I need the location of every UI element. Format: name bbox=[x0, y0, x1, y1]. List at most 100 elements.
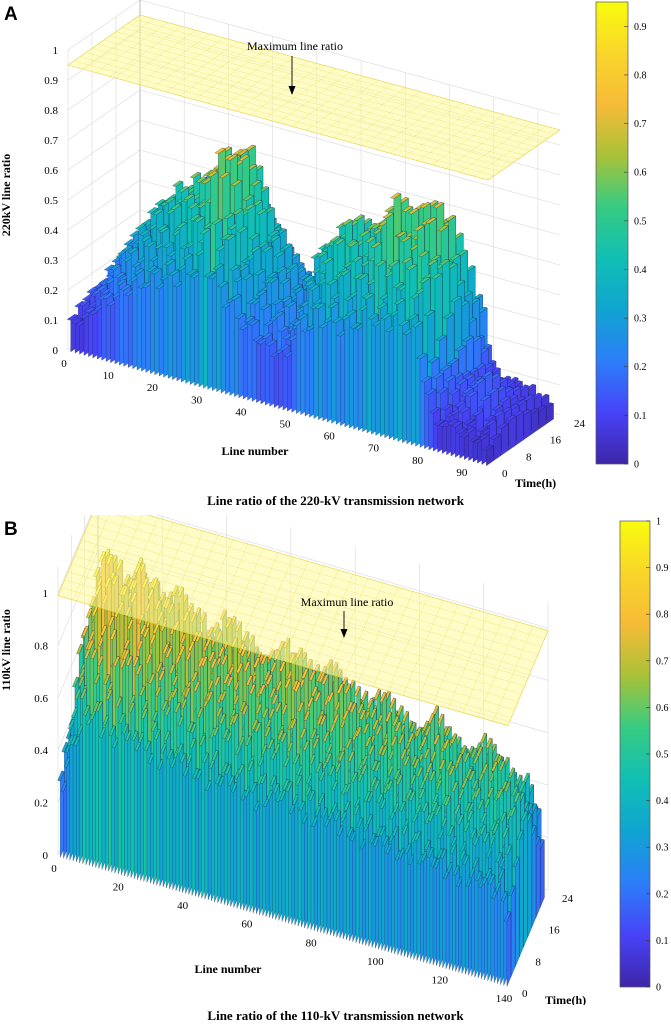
plane-grid-line bbox=[133, 18, 555, 135]
bar bbox=[505, 414, 517, 451]
grid-line bbox=[139, 0, 561, 116]
z-tick-label: 0 bbox=[53, 345, 59, 357]
bar bbox=[482, 444, 494, 466]
colorbar-tick-label: 0.3 bbox=[656, 843, 669, 854]
colorbar bbox=[619, 520, 651, 988]
bar bbox=[288, 803, 296, 925]
colorbar-tick-label: 0 bbox=[656, 983, 661, 994]
x-tick-label: 100 bbox=[367, 956, 384, 968]
colorbar-tick-label: 0.9 bbox=[656, 563, 669, 574]
x-tick-label: 60 bbox=[324, 431, 336, 443]
x-tick-label: 30 bbox=[191, 394, 203, 406]
plane-grid-line bbox=[103, 39, 525, 156]
bar bbox=[542, 402, 554, 425]
x-tick-label: 120 bbox=[431, 974, 448, 986]
y-tick-label: 8 bbox=[535, 956, 541, 968]
z-tick-label: 0.4 bbox=[34, 745, 48, 757]
x-tick-label: 10 bbox=[103, 370, 115, 382]
y-tick-label: 0 bbox=[502, 468, 508, 480]
plane-grid-line bbox=[91, 516, 542, 647]
x-tick-label: 70 bbox=[368, 443, 380, 455]
plane-grid-line bbox=[74, 555, 525, 687]
grid-line bbox=[139, 119, 561, 236]
colorbar bbox=[595, 1, 629, 465]
z-axis-label: 110kV line ratio bbox=[0, 609, 13, 691]
bar bbox=[512, 856, 520, 967]
y-axis-label: Time(h) bbox=[545, 993, 586, 1005]
plane-grid-line bbox=[87, 524, 539, 655]
x-axis-label: Line number bbox=[221, 444, 289, 458]
grid-line bbox=[67, 149, 141, 201]
colorbar-tick-label: 0.5 bbox=[634, 216, 647, 227]
panel-a: A 0 0.1 0.2 0.3 0.4 0.5 0.6 0.7 0.8 0.9 1 Maximum l… bbox=[0, 0, 671, 515]
plane-grid-line bbox=[77, 547, 529, 679]
plane-grid-line bbox=[84, 532, 535, 663]
z-tick-label: 0.9 bbox=[44, 75, 58, 87]
plane-grid-line bbox=[79, 56, 501, 172]
plane-grid-line bbox=[127, 23, 549, 139]
chart-title-110kv: Line ratio of the 110-kV transmission ne… bbox=[207, 1008, 464, 1023]
panel-label-b: B bbox=[4, 519, 18, 540]
bar bbox=[504, 911, 512, 987]
grid-line bbox=[67, 0, 141, 51]
bar bbox=[260, 773, 267, 916]
plane-grid-line bbox=[121, 27, 543, 143]
grid-line bbox=[67, 119, 141, 171]
plane-grid-line bbox=[81, 540, 532, 671]
bar bbox=[520, 810, 528, 947]
bar bbox=[527, 407, 539, 435]
plane-grid-line bbox=[97, 43, 519, 160]
grid-line bbox=[67, 89, 141, 141]
colorbar-tick-label: 0.3 bbox=[634, 314, 647, 325]
chart-title-220kv: Line ratio of the 220-kV transmission ne… bbox=[207, 493, 464, 508]
colorbar-tick-label: 0.4 bbox=[656, 796, 669, 807]
x-tick-label: 40 bbox=[177, 900, 189, 912]
bar bbox=[535, 405, 547, 430]
z-tick-label: 0.1 bbox=[44, 315, 58, 327]
colorbar-tick-label: 0.9 bbox=[634, 22, 647, 33]
grid-line bbox=[139, 89, 561, 206]
bar bbox=[208, 758, 216, 902]
colorbar-tick-label: 0.2 bbox=[656, 889, 669, 900]
plane-annotation: Maximum line ratio bbox=[247, 39, 343, 53]
y-axis-label: Time(h) bbox=[515, 476, 556, 490]
y-tick-label: 16 bbox=[550, 435, 562, 447]
z-axis-label: 220kV line ratio bbox=[0, 154, 13, 236]
bar bbox=[512, 410, 524, 446]
x-tick-label: 80 bbox=[412, 455, 424, 467]
bar bbox=[57, 770, 65, 858]
panel-label-a: A bbox=[4, 4, 18, 25]
grid-line bbox=[139, 149, 561, 266]
plane-grid-line bbox=[91, 48, 513, 164]
x-tick-label: 0 bbox=[61, 358, 67, 370]
colorbar-tick-label: 0.4 bbox=[634, 265, 647, 276]
y-tick-label: 24 bbox=[562, 893, 574, 905]
colorbar-tick-label: 0.6 bbox=[634, 168, 647, 179]
x-tick-label: 20 bbox=[147, 382, 159, 394]
chart-110kv: 0 0.2 0.4 0.6 0.8 1 Maximun line ratio 0 20 40 60 8… bbox=[0, 471, 669, 1007]
bar bbox=[537, 839, 545, 908]
z-tick-label: 0.6 bbox=[34, 693, 48, 705]
plane-grid-line bbox=[71, 563, 522, 695]
colorbar-tick-label: 0.5 bbox=[656, 750, 669, 761]
grid-line bbox=[97, 497, 549, 629]
z-tick-label: 0.8 bbox=[44, 105, 58, 117]
bar bbox=[436, 848, 444, 968]
bar bbox=[366, 814, 373, 947]
z-tick-label: 0.2 bbox=[44, 285, 58, 297]
plane-grid-line bbox=[67, 571, 519, 703]
plane-grid-line bbox=[64, 579, 515, 710]
z-tick-label: 0.3 bbox=[44, 255, 58, 267]
chart-220kv: 0 0.1 0.2 0.3 0.4 0.5 0.6 0.7 0.8 0.9 1 Maximum lin… bbox=[0, 0, 647, 490]
plane-grid-line bbox=[109, 35, 531, 152]
colorbar-tick-label: 0.7 bbox=[634, 119, 647, 130]
bar bbox=[508, 885, 516, 977]
plane-grid-line bbox=[115, 31, 537, 147]
y-tick-label: 16 bbox=[549, 925, 561, 937]
colorbar-tick-label: 0.6 bbox=[656, 703, 669, 714]
plane-grid-line bbox=[73, 60, 495, 177]
panel-b: B 0 0.2 0.4 0.6 0.8 1 Maximun line ratio 0 20 40 6… bbox=[0, 471, 671, 1031]
colorbar-tick-label: 0 bbox=[634, 460, 639, 471]
plane-grid-line bbox=[94, 508, 545, 639]
colorbar-tick-label: 0.8 bbox=[656, 610, 669, 621]
